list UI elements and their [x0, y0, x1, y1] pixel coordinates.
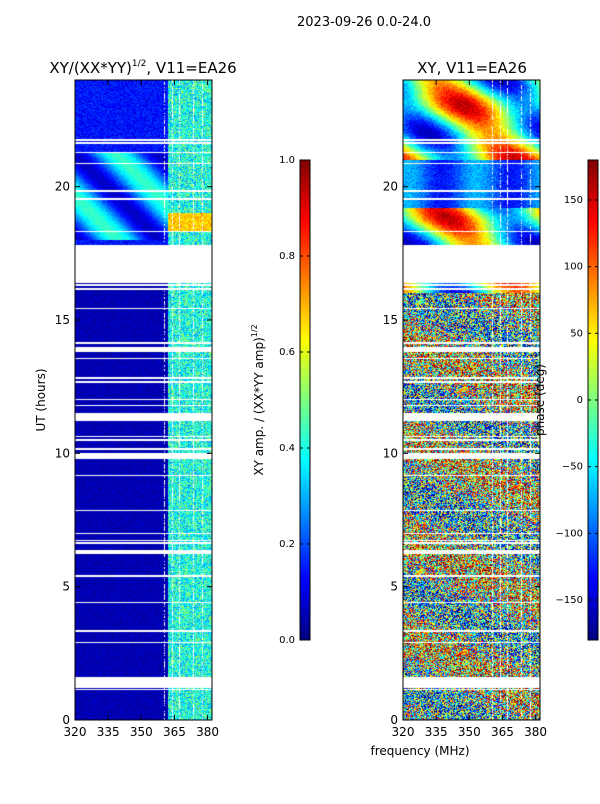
phase-heatmap[interactable]	[403, 80, 540, 720]
amplitude-x-tick-label-350: 350	[130, 725, 153, 739]
amplitude-colorbar-label-main: XY amp. / (XX*YY amp)	[252, 337, 266, 475]
phase-cb-tick-label-100: 100	[564, 262, 583, 273]
amplitude-colorbar-frame	[299, 159, 311, 641]
amplitude-y-tick-label-10: 10	[55, 446, 70, 460]
amplitude-heatmap[interactable]	[75, 80, 212, 720]
phase-panel: XY, V11=EA26 320 335 350 365 380 0 5 10 15 20	[383, 59, 547, 739]
amplitude-colorbar-gradient	[300, 160, 310, 640]
amplitude-cb-tick-label-0.6: 0.6	[279, 347, 295, 358]
amplitude-y-tick-label-5: 5	[62, 580, 70, 594]
phase-cb-tick-label-−150: −150	[556, 595, 583, 606]
amplitude-cb-tick-label-0.8: 0.8	[279, 251, 295, 262]
figure-suptitle: 2023-09-26 0.0-24.0	[297, 15, 431, 30]
phase-cb-tick-label-0: 0	[577, 395, 583, 406]
phase-x-tick-label-335: 335	[425, 725, 448, 739]
shared-x-axis-label: frequency (MHz)	[370, 744, 469, 758]
amplitude-title-exponent: 1/2	[132, 59, 146, 69]
phase-x-tick-label-350: 350	[458, 725, 481, 739]
phase-y-tick-label-20: 20	[383, 180, 398, 194]
phase-colorbar-gradient	[588, 160, 598, 640]
amplitude-title-main: XY/(XX*YY)	[49, 59, 132, 77]
phase-y-tick-label-5: 5	[390, 580, 398, 594]
phase-y-tick-label-10: 10	[383, 446, 398, 460]
amplitude-cb-tick-label-0.2: 0.2	[279, 539, 295, 550]
phase-cb-tick-label-−50: −50	[562, 462, 583, 473]
phase-plot-frame	[402, 79, 541, 721]
amplitude-title-suffix: , V11=EA26	[146, 59, 236, 77]
amplitude-y-tick-label-0: 0	[62, 713, 70, 727]
amplitude-plot-frame	[74, 79, 213, 721]
phase-cb-tick-label-50: 50	[570, 328, 583, 339]
amplitude-cb-tick-label-0.0: 0.0	[279, 635, 295, 646]
amplitude-x-tick-label-320: 320	[64, 725, 87, 739]
phase-y-tick-label-15: 15	[383, 313, 398, 327]
amplitude-colorbar-label-exponent: 1/2	[250, 324, 259, 337]
amplitude-panel-title: XY/(XX*YY)1/2, V11=EA26	[49, 59, 236, 77]
amplitude-colorbar-label: XY amp. / (XX*YY amp)1/2	[250, 324, 266, 475]
phase-x-tick-label-320: 320	[392, 725, 415, 739]
phase-cb-tick-label-150: 150	[564, 195, 583, 206]
amplitude-cb-tick-label-0.4: 0.4	[279, 443, 295, 454]
amplitude-panel: XY/(XX*YY)1/2, V11=EA26 320 335 350 365 380 0…	[34, 59, 237, 739]
amplitude-cb-tick-label-1.0: 1.0	[279, 155, 295, 166]
amplitude-colorbar: 0.0 0.2 0.4 0.6 0.8 1.0 XY amp. / (XX*YY amp)…	[250, 155, 311, 646]
amplitude-x-tick-label-335: 335	[97, 725, 120, 739]
phase-panel-title: XY, V11=EA26	[417, 59, 527, 77]
phase-x-tick-label-380: 380	[524, 725, 547, 739]
amplitude-x-tick-label-380: 380	[196, 725, 219, 739]
phase-cb-tick-label-−100: −100	[556, 528, 583, 539]
phase-y-tick-label-0: 0	[390, 713, 398, 727]
amplitude-y-tick-label-15: 15	[55, 313, 70, 327]
phase-colorbar: −150 −100 −50 0 50 100 150 phase (deg)	[533, 159, 599, 641]
amplitude-y-tick-label-20: 20	[55, 180, 70, 194]
phase-x-tick-label-365: 365	[491, 725, 514, 739]
phase-colorbar-label: phase (deg)	[533, 364, 547, 436]
amplitude-x-tick-label-365: 365	[163, 725, 186, 739]
amplitude-y-axis-label: UT (hours)	[34, 368, 48, 431]
